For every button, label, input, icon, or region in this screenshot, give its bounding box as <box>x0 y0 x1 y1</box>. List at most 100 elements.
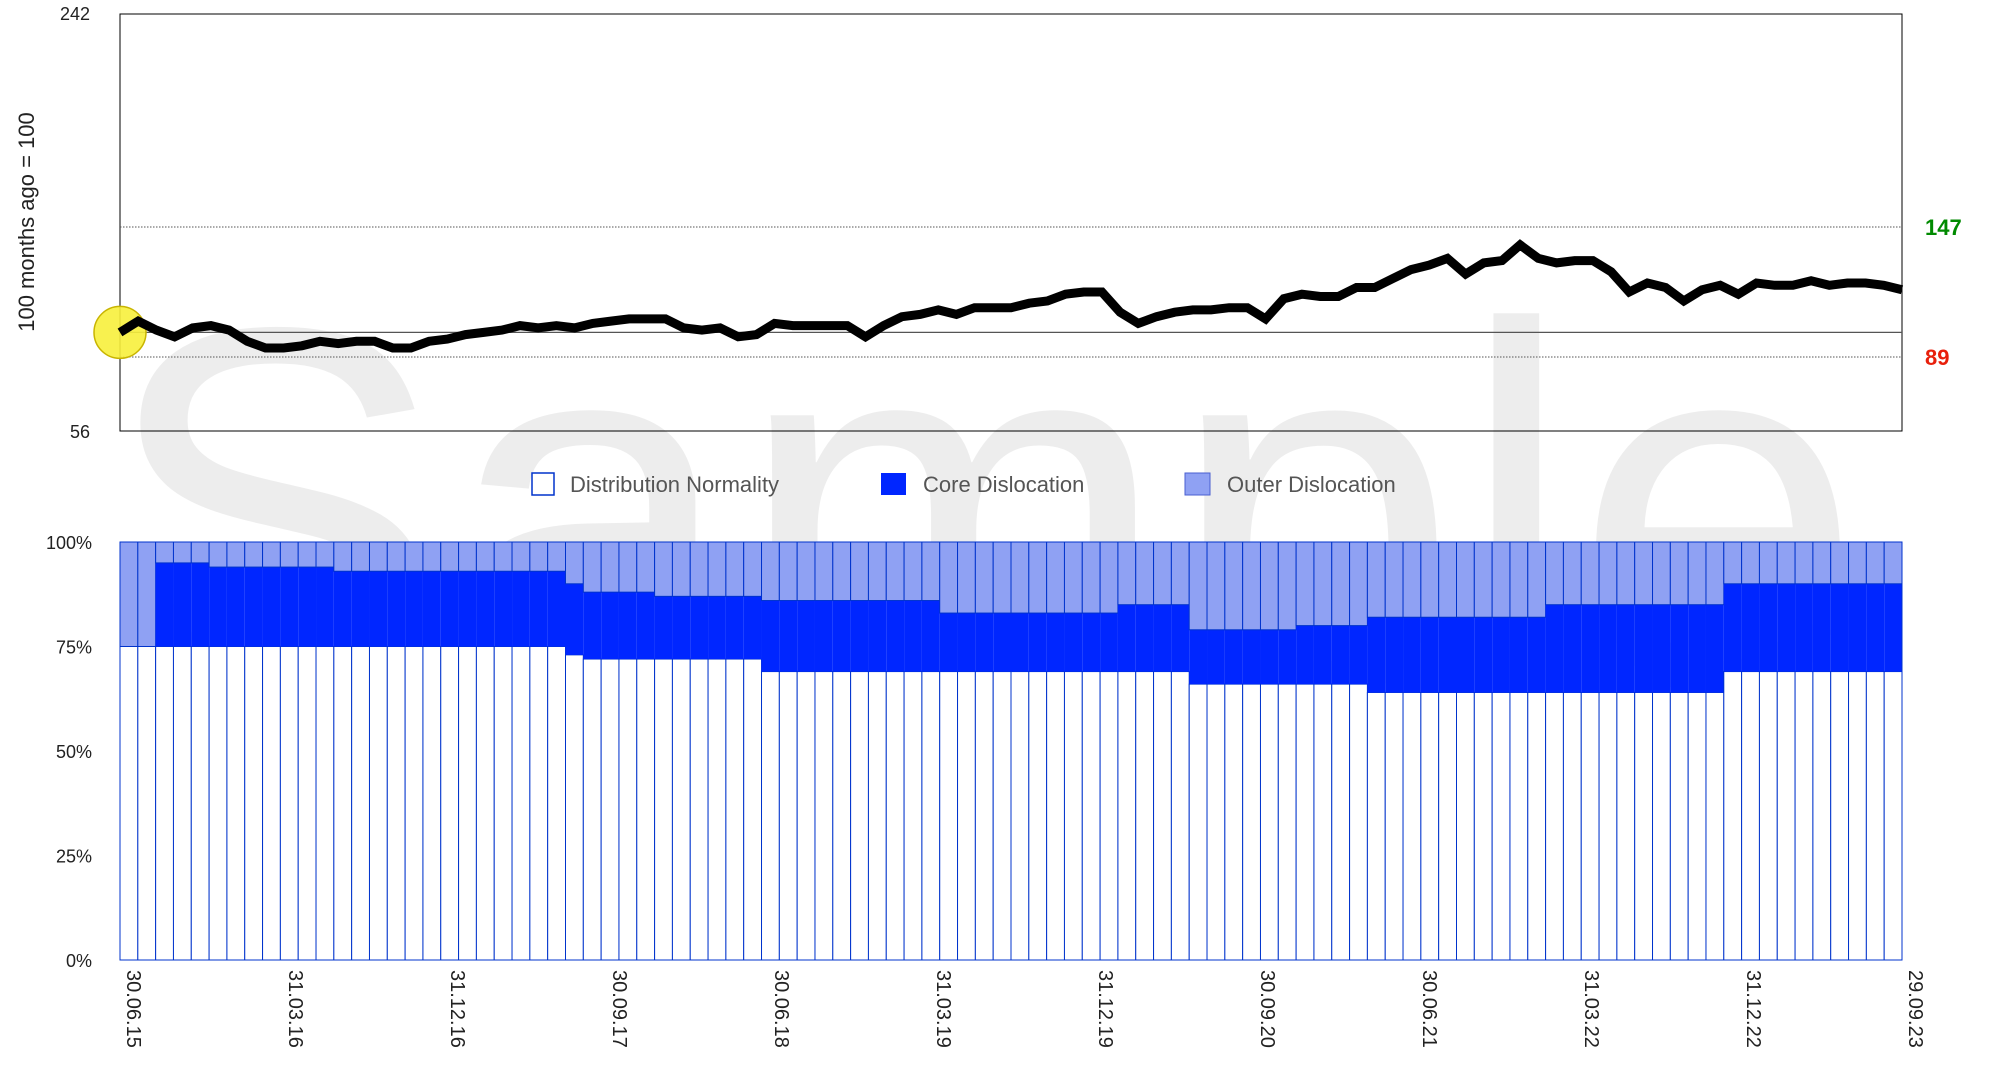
bar-outer-dislocation <box>475 541 495 572</box>
bar-core-dislocation <box>779 600 798 672</box>
bar-outer-dislocation <box>582 541 602 593</box>
bar-core-dislocation <box>1830 583 1849 672</box>
bar-outer-dislocation <box>1580 541 1600 606</box>
bar-outer-dislocation <box>814 541 834 602</box>
bar-column <box>743 541 763 961</box>
bar-core-dislocation <box>1777 583 1796 672</box>
bar-x-tick-label: 30.09.17 <box>608 970 630 1048</box>
bar-normality <box>992 671 1012 961</box>
bar-column <box>618 541 638 961</box>
bar-column <box>761 541 780 961</box>
legend-item-core-dislocation: Core Dislocation <box>881 472 1084 497</box>
bar-normality <box>1028 671 1048 961</box>
bar-core-dislocation <box>244 567 263 647</box>
bar-outer-dislocation <box>778 541 798 602</box>
bar-core-dislocation <box>333 571 352 647</box>
bar-column <box>921 541 941 961</box>
bar-core-dislocation <box>1705 604 1724 693</box>
bar-core-dislocation <box>298 567 317 647</box>
bar-column <box>368 541 388 961</box>
bar-core-dislocation <box>565 583 584 655</box>
bar-core-dislocation <box>690 596 709 660</box>
bar-core-dislocation <box>1527 617 1546 693</box>
bar-x-tick-label: 30.06.18 <box>770 970 792 1048</box>
bar-core-dislocation <box>1670 604 1689 693</box>
bar-normality <box>422 646 442 961</box>
bar-x-tick-label: 31.12.22 <box>1742 970 1764 1048</box>
bar-outer-dislocation <box>458 541 477 572</box>
bar-column <box>279 541 299 961</box>
bar-normality <box>903 671 923 961</box>
legend: Distribution Normality Core Dislocation … <box>531 472 1396 497</box>
bars <box>119 541 1903 961</box>
bar-column <box>386 541 406 961</box>
bar-normality <box>1277 683 1297 961</box>
bar-core-dislocation <box>1189 629 1208 685</box>
bar-normality <box>1687 691 1707 961</box>
bar-column <box>1384 541 1404 961</box>
bar-core-dislocation <box>1759 583 1778 672</box>
bar-normality <box>1794 671 1814 961</box>
bar-normality <box>511 646 531 961</box>
bar-column <box>1580 541 1600 961</box>
bar-outer-dislocation <box>1812 541 1832 585</box>
bar-normality <box>458 646 477 961</box>
bar-normality <box>1848 671 1867 961</box>
bar-column <box>1741 541 1760 961</box>
bar-core-dislocation <box>1028 613 1047 672</box>
bar-outer-dislocation <box>903 541 923 602</box>
bar-normality <box>1117 671 1137 961</box>
bar-core-dislocation <box>1296 625 1314 685</box>
legend-label-outer: Outer Dislocation <box>1227 472 1396 497</box>
bar-normality <box>636 658 656 961</box>
bar-column <box>832 541 852 961</box>
bar-column <box>671 541 691 961</box>
bar-normality <box>137 646 157 961</box>
bar-column <box>1616 541 1636 961</box>
bar-outer-dislocation <box>1188 541 1208 631</box>
bar-outer-dislocation <box>1153 541 1172 606</box>
bar-x-tick-label: 31.03.19 <box>932 970 954 1048</box>
bar-outer-dislocation <box>689 541 709 597</box>
bar-core-dislocation <box>1171 604 1190 672</box>
bar-normality <box>1349 683 1368 961</box>
bar-outer-dislocation <box>404 541 424 572</box>
bar-column <box>422 541 442 961</box>
bar-outer-dislocation <box>1242 541 1261 631</box>
bar-outer-dislocation <box>618 541 638 593</box>
bar-outer-dislocation <box>1046 541 1065 614</box>
bar-normality <box>262 646 281 961</box>
bar-column <box>1313 541 1333 961</box>
bar-outer-dislocation <box>1331 541 1351 627</box>
bar-core-dislocation <box>1616 604 1635 693</box>
bar-normality <box>921 671 941 961</box>
bar-normality <box>1366 691 1386 961</box>
bar-outer-dislocation <box>1402 541 1422 618</box>
bar-outer-dislocation <box>796 541 816 602</box>
bar-normality <box>1616 691 1636 961</box>
bar-core-dislocation <box>1866 583 1885 672</box>
bar-column <box>957 541 976 961</box>
bar-normality <box>654 658 673 961</box>
bar-normality <box>1046 671 1065 961</box>
bar-outer-dislocation <box>1723 541 1743 585</box>
bar-normality <box>368 646 388 961</box>
bar-outer-dislocation <box>671 541 691 597</box>
bar-column <box>1509 541 1529 961</box>
bar-x-axis: 30.06.15 31.03.16 31.12.16 30.09.17 30.06.18… <box>122 970 1926 1048</box>
bar-outer-dislocation <box>1295 541 1315 627</box>
bar-column <box>1652 541 1671 961</box>
bar-normality <box>1259 683 1279 961</box>
bar-outer-dislocation <box>725 541 745 597</box>
bar-core-dislocation <box>939 613 958 672</box>
bar-column <box>1723 541 1743 961</box>
bar-normality <box>1331 683 1351 961</box>
bar-outer-dislocation <box>885 541 905 602</box>
bar-column <box>1063 541 1083 961</box>
bar-outer-dislocation <box>992 541 1012 614</box>
bar-outer-dislocation <box>1741 541 1760 585</box>
bar-normality <box>1723 671 1743 961</box>
bar-outer-dislocation <box>1313 541 1333 627</box>
bar-outer-dislocation <box>1527 541 1547 618</box>
